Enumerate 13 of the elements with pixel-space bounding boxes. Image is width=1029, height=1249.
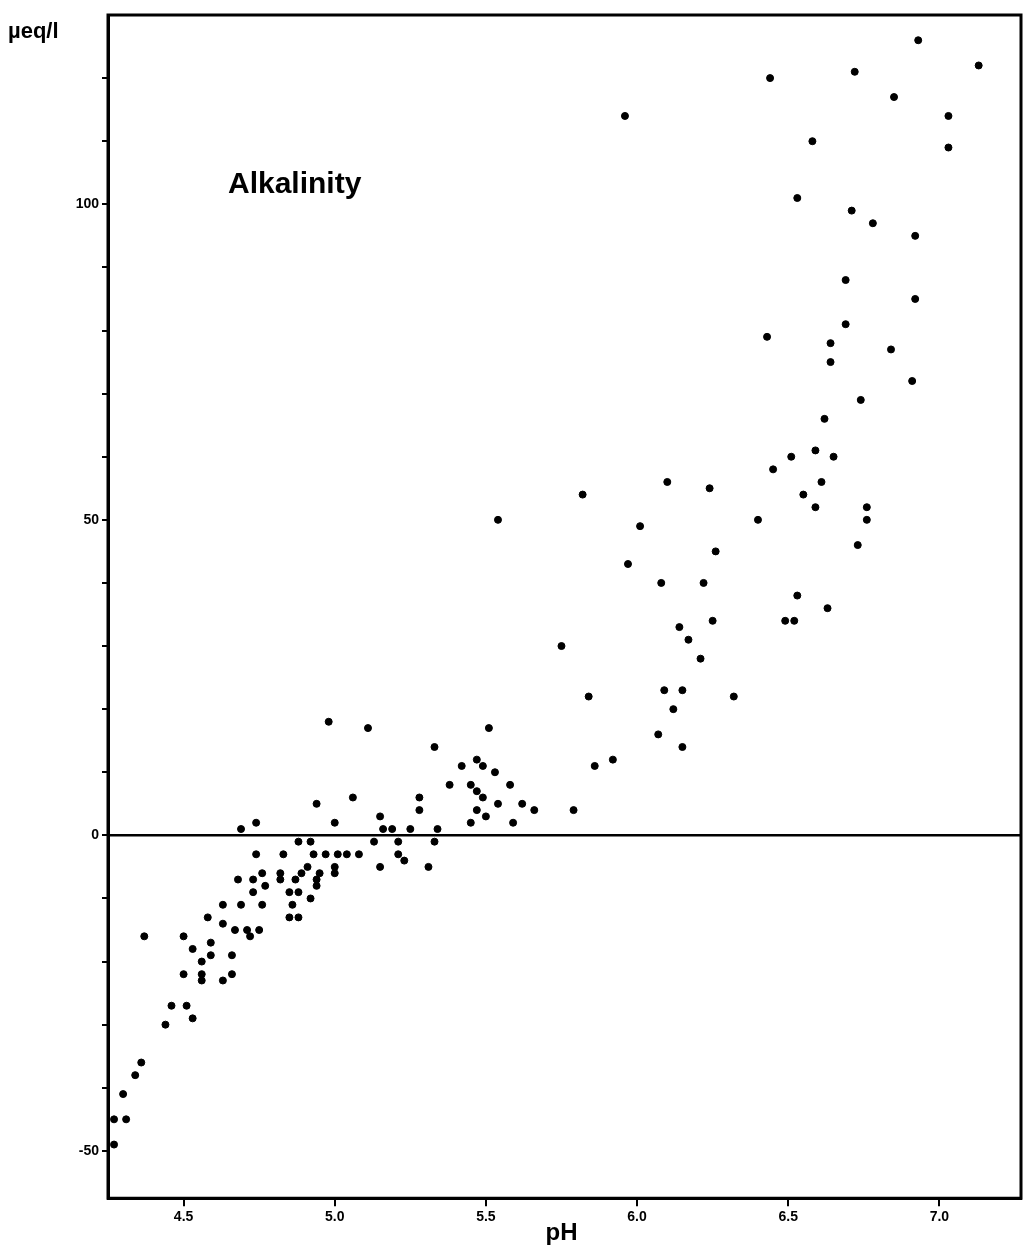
x-tick-label: 6.5 — [778, 1208, 799, 1225]
y-tick-label: -50 — [78, 1141, 100, 1158]
y-tick-label: 0 — [91, 826, 100, 843]
x-tick-label: 5.5 — [476, 1208, 496, 1225]
y-tick-label: 100 — [75, 195, 100, 212]
x-tick-label: 4.5 — [173, 1208, 194, 1225]
x-tick-label: 7.0 — [929, 1208, 950, 1225]
x-tick-label: 6.0 — [627, 1208, 647, 1225]
x-tick-label: 5.0 — [325, 1208, 345, 1225]
y-tick-label: 50 — [83, 510, 100, 527]
x-axis-title: pH — [545, 1217, 578, 1245]
y-axis-title: µeq/l — [8, 18, 59, 44]
annotation: Alkalinity — [228, 166, 362, 200]
